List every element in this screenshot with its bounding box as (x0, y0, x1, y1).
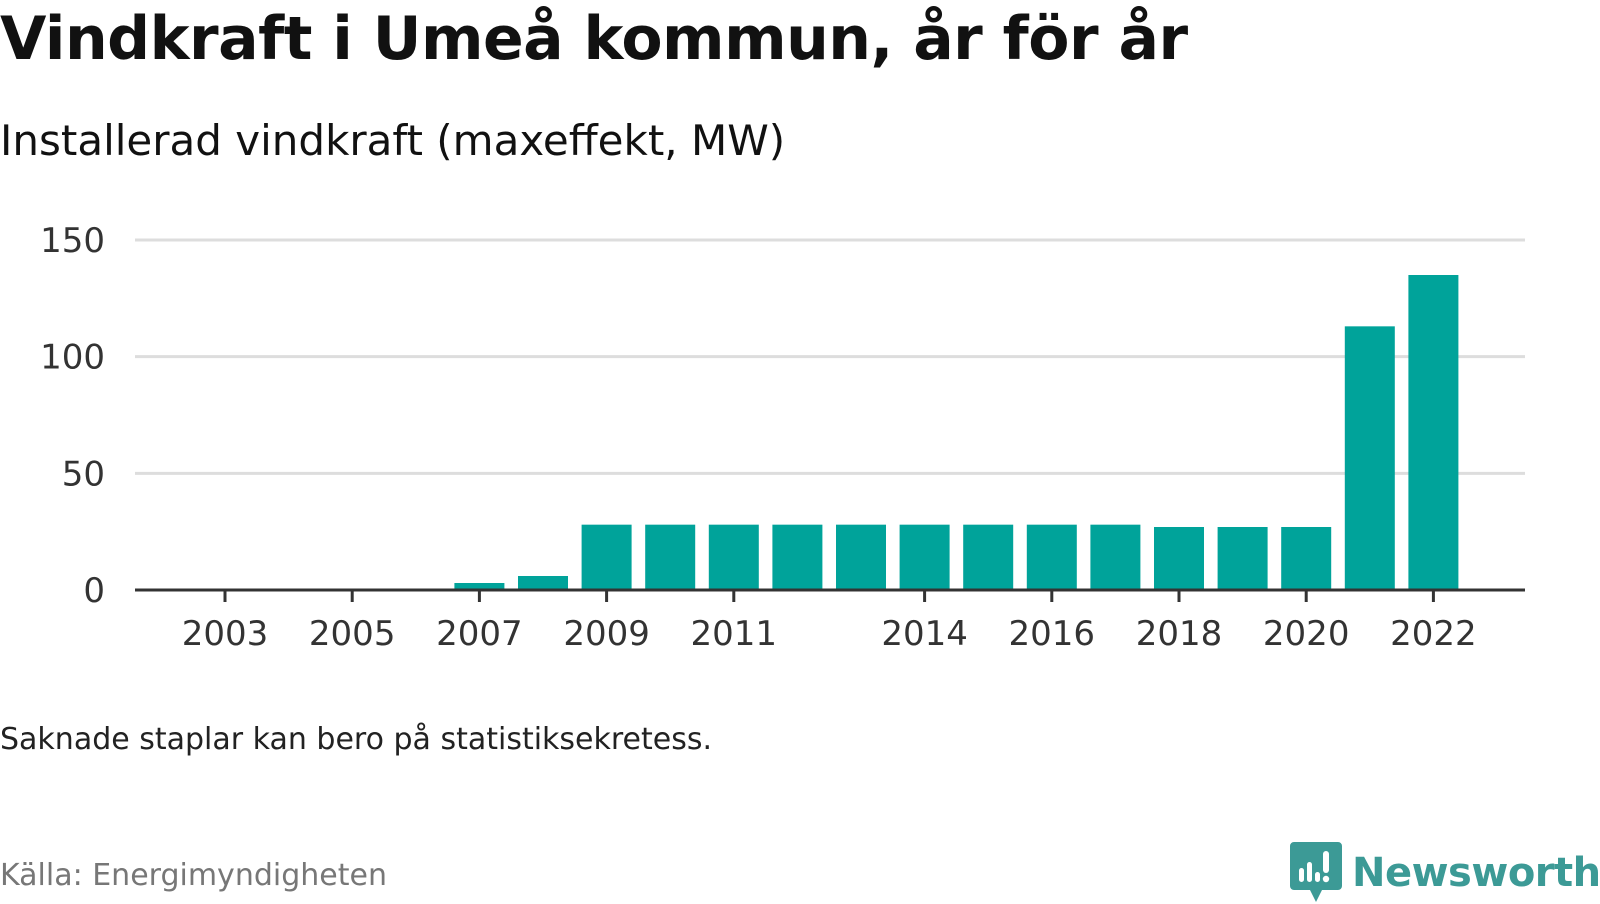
bar-2010 (645, 524, 696, 590)
chart-subtitle: Installerad vindkraft (maxeffekt, MW) (0, 116, 786, 165)
x-tick-label: 2011 (691, 614, 778, 654)
x-tick-label: 2014 (881, 614, 968, 654)
x-tick-label: 2003 (182, 614, 269, 654)
y-tick-label: 0 (83, 571, 105, 611)
bar-2015 (963, 524, 1014, 590)
axes (135, 588, 1525, 602)
bar-2013 (836, 524, 886, 590)
bar-2022 (1408, 275, 1459, 590)
bar-2018 (1154, 527, 1204, 590)
brand-name: Newsworthy (1352, 850, 1600, 896)
x-tick-label: 2016 (1009, 614, 1096, 654)
gridlines (135, 238, 1525, 475)
tick-labels: 0 50 100 150 2003 2005 2007 2009 2011 2014 2016 201… (40, 221, 1477, 654)
x-tick-label: 2007 (436, 614, 523, 654)
y-tick-label: 150 (40, 221, 105, 261)
bar-chart-speech-bubble-icon (1290, 842, 1342, 902)
chart-title: Vindkraft i Umeå kommun, år för år (0, 4, 1188, 74)
y-tick-label: 100 (40, 338, 105, 378)
bar-2021 (1344, 326, 1395, 590)
x-tick-label: 2018 (1136, 614, 1223, 654)
bar-2009 (581, 524, 632, 590)
bars (454, 275, 1459, 590)
bar-2014 (899, 524, 950, 590)
bar-2019 (1217, 527, 1268, 590)
bar-2011 (708, 524, 759, 590)
bar-2008 (518, 576, 568, 590)
footnote: Saknade staplar kan bero på statistiksek… (0, 722, 713, 757)
bar-2017 (1090, 524, 1141, 590)
brand-logo: Newsworthy (1290, 842, 1600, 904)
x-tick-label: 2022 (1390, 614, 1477, 654)
bar-2012 (772, 524, 823, 590)
x-tick-label: 2009 (563, 614, 650, 654)
bar-chart: 0 50 100 150 2003 2005 2007 2009 2011 2014 2016 201… (40, 221, 1525, 654)
x-tick-label: 2005 (309, 614, 396, 654)
bar-2016 (1026, 524, 1077, 590)
bar-2020 (1281, 527, 1332, 590)
source-text: Källa: Energimyndigheten (0, 858, 387, 893)
x-tick-label: 2020 (1263, 614, 1350, 654)
bar-2007 (454, 583, 505, 590)
y-tick-label: 50 (62, 454, 105, 494)
